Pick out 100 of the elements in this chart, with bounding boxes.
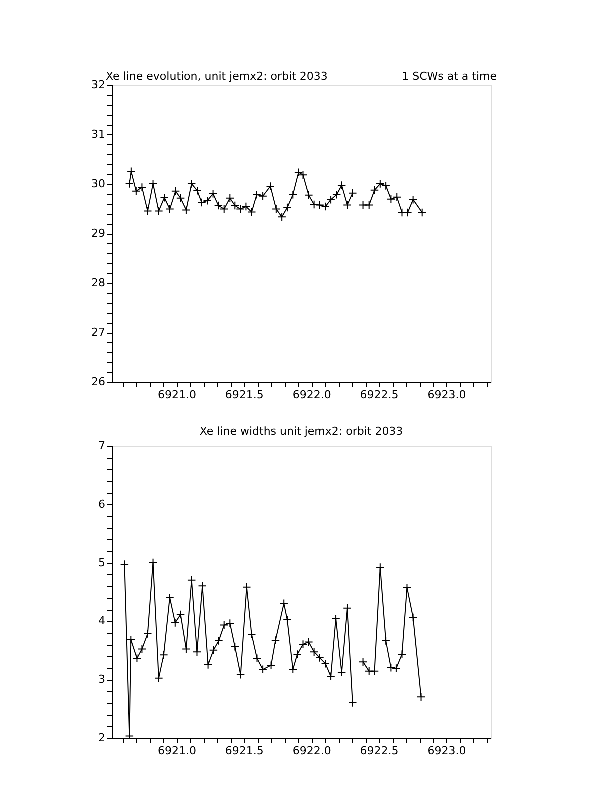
y-tick-label: 32 <box>92 78 106 92</box>
point <box>120 560 130 569</box>
point <box>154 674 164 683</box>
point <box>193 186 202 196</box>
point <box>154 206 164 216</box>
point <box>138 644 147 654</box>
point <box>182 206 191 215</box>
x-tick-label: 6922.5 <box>360 388 399 402</box>
y-tick-label: 30 <box>92 178 106 190</box>
point <box>258 665 268 674</box>
point <box>187 576 196 585</box>
x-tick-label: 6922.5 <box>360 744 399 758</box>
point <box>125 180 134 188</box>
point <box>348 189 358 198</box>
y-tick-label: 5 <box>98 556 106 570</box>
point <box>271 636 280 645</box>
point <box>283 616 292 624</box>
point <box>386 664 396 672</box>
point <box>127 167 136 176</box>
point <box>418 208 427 218</box>
y-tick-label: 26 <box>92 376 106 388</box>
point <box>337 181 346 190</box>
x-tick-label: 6921.0 <box>158 388 196 402</box>
x-tick-label: 6921.0 <box>158 744 196 758</box>
point <box>404 208 412 218</box>
point <box>208 190 218 198</box>
y-tick-label: 3 <box>98 673 106 686</box>
point <box>272 204 281 214</box>
point <box>283 203 292 212</box>
x-tick-label: 6922.0 <box>292 388 332 402</box>
point <box>132 187 141 196</box>
point <box>220 620 229 630</box>
y-tick-label: 31 <box>92 128 106 141</box>
y-tick-label: 28 <box>92 276 106 290</box>
point <box>204 660 213 670</box>
point <box>176 610 186 620</box>
x-tick-label: 6921.5 <box>225 388 264 402</box>
point <box>252 190 262 200</box>
point <box>392 664 401 673</box>
point <box>358 200 368 210</box>
point <box>144 630 152 638</box>
point <box>332 190 342 200</box>
point <box>304 191 314 200</box>
point <box>386 194 396 204</box>
x-tick-label: 6923.0 <box>428 744 466 758</box>
point <box>230 642 240 652</box>
y-tick-label: 7 <box>98 440 106 452</box>
point <box>278 212 286 222</box>
point <box>343 200 352 210</box>
point <box>288 665 298 674</box>
point <box>266 661 276 670</box>
x-tick-label: 6923.0 <box>428 388 466 402</box>
point <box>209 646 218 655</box>
point <box>398 208 407 218</box>
point <box>126 636 136 644</box>
point <box>358 658 368 666</box>
point <box>132 654 142 663</box>
point <box>370 186 380 195</box>
point <box>214 636 224 646</box>
point <box>293 650 302 659</box>
point <box>226 194 235 203</box>
point <box>304 638 314 647</box>
point <box>392 192 402 202</box>
point <box>171 187 180 196</box>
chart-title: Xe line widths unit jemx2: orbit 2033 <box>200 425 404 438</box>
text: 1 SCWs at a time <box>402 70 498 83</box>
point <box>310 200 319 210</box>
point <box>288 190 298 200</box>
point <box>160 193 169 202</box>
point <box>176 194 186 203</box>
point <box>326 672 336 682</box>
point <box>408 195 418 204</box>
point <box>144 206 152 216</box>
y-tick-label: 2 <box>98 732 106 744</box>
point <box>242 582 252 592</box>
point <box>171 618 180 628</box>
x-tick-label: 6922.0 <box>292 744 332 758</box>
point <box>280 599 288 608</box>
point <box>408 613 418 622</box>
point <box>416 692 426 702</box>
point <box>166 593 174 602</box>
point <box>382 636 390 646</box>
y-tick-label: 27 <box>92 326 106 339</box>
point <box>148 558 158 568</box>
chart-title: Xe line evolution, unit jemx2: orbit 2033 <box>106 70 328 83</box>
point <box>187 180 196 188</box>
point <box>258 192 268 201</box>
point <box>364 667 374 676</box>
point <box>160 650 168 660</box>
point <box>148 180 158 188</box>
point <box>298 640 308 649</box>
y-tick-label: 29 <box>92 227 106 240</box>
point <box>247 630 256 640</box>
y-tick-label: 6 <box>98 498 106 511</box>
point <box>370 667 380 676</box>
point <box>138 183 147 192</box>
point <box>198 198 206 208</box>
point <box>266 182 275 191</box>
point <box>226 619 235 628</box>
y-tick-label: 4 <box>98 614 106 628</box>
